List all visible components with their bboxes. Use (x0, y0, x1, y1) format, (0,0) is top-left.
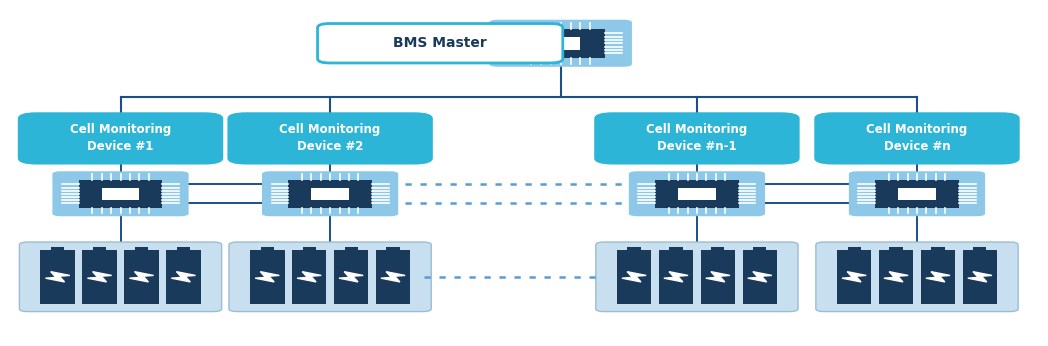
FancyBboxPatch shape (920, 250, 955, 304)
FancyBboxPatch shape (345, 247, 357, 250)
FancyBboxPatch shape (249, 250, 284, 304)
FancyBboxPatch shape (848, 247, 860, 250)
Polygon shape (842, 272, 867, 282)
FancyBboxPatch shape (228, 242, 431, 311)
Text: Cell Monitoring
Device #1: Cell Monitoring Device #1 (70, 124, 171, 153)
FancyBboxPatch shape (594, 112, 800, 165)
FancyBboxPatch shape (318, 24, 563, 63)
FancyBboxPatch shape (288, 180, 372, 208)
FancyBboxPatch shape (124, 250, 159, 304)
FancyBboxPatch shape (974, 247, 986, 250)
FancyBboxPatch shape (890, 247, 902, 250)
Polygon shape (925, 272, 951, 282)
FancyBboxPatch shape (51, 247, 64, 250)
FancyBboxPatch shape (303, 247, 315, 250)
FancyBboxPatch shape (849, 171, 985, 216)
Polygon shape (319, 156, 342, 164)
FancyBboxPatch shape (742, 250, 778, 304)
FancyBboxPatch shape (814, 112, 1020, 165)
FancyBboxPatch shape (166, 250, 200, 304)
FancyBboxPatch shape (629, 171, 765, 216)
FancyBboxPatch shape (102, 188, 139, 200)
Polygon shape (747, 272, 772, 282)
FancyBboxPatch shape (875, 180, 959, 208)
FancyBboxPatch shape (670, 247, 682, 250)
FancyBboxPatch shape (898, 188, 936, 200)
FancyBboxPatch shape (628, 247, 640, 250)
FancyBboxPatch shape (836, 250, 872, 304)
FancyBboxPatch shape (333, 250, 369, 304)
FancyBboxPatch shape (616, 250, 652, 304)
FancyBboxPatch shape (311, 188, 349, 200)
FancyBboxPatch shape (489, 20, 632, 67)
FancyBboxPatch shape (658, 250, 694, 304)
FancyBboxPatch shape (815, 242, 1019, 311)
Polygon shape (129, 272, 154, 282)
FancyBboxPatch shape (135, 247, 148, 250)
FancyBboxPatch shape (41, 250, 75, 304)
FancyBboxPatch shape (82, 250, 117, 304)
FancyBboxPatch shape (655, 180, 739, 208)
FancyBboxPatch shape (541, 37, 581, 50)
FancyBboxPatch shape (262, 171, 398, 216)
Polygon shape (255, 272, 280, 282)
FancyBboxPatch shape (18, 112, 223, 165)
FancyBboxPatch shape (261, 247, 274, 250)
Polygon shape (339, 272, 364, 282)
Polygon shape (663, 272, 689, 282)
FancyBboxPatch shape (678, 188, 716, 200)
Polygon shape (297, 272, 322, 282)
Polygon shape (905, 156, 929, 164)
Polygon shape (883, 272, 909, 282)
FancyBboxPatch shape (517, 29, 605, 58)
Polygon shape (967, 272, 992, 282)
Text: Cell Monitoring
Device #n: Cell Monitoring Device #n (867, 124, 967, 153)
FancyBboxPatch shape (700, 250, 736, 304)
Polygon shape (380, 272, 406, 282)
Text: BMS Master: BMS Master (393, 36, 487, 50)
Polygon shape (705, 272, 730, 282)
FancyBboxPatch shape (712, 247, 724, 250)
Polygon shape (621, 272, 647, 282)
FancyBboxPatch shape (932, 247, 944, 250)
FancyBboxPatch shape (375, 250, 410, 304)
FancyBboxPatch shape (227, 112, 433, 165)
FancyBboxPatch shape (878, 250, 914, 304)
FancyBboxPatch shape (754, 247, 766, 250)
FancyBboxPatch shape (93, 247, 106, 250)
FancyBboxPatch shape (79, 180, 162, 208)
Polygon shape (45, 272, 70, 282)
FancyBboxPatch shape (20, 242, 222, 311)
Text: Cell Monitoring
Device #n-1: Cell Monitoring Device #n-1 (647, 124, 747, 153)
FancyBboxPatch shape (595, 242, 799, 311)
FancyBboxPatch shape (962, 250, 998, 304)
Text: Cell Monitoring
Device #2: Cell Monitoring Device #2 (280, 124, 380, 153)
Polygon shape (685, 156, 708, 164)
FancyBboxPatch shape (291, 250, 327, 304)
Polygon shape (109, 156, 132, 164)
Polygon shape (87, 272, 112, 282)
FancyBboxPatch shape (387, 247, 399, 250)
FancyBboxPatch shape (177, 247, 190, 250)
FancyBboxPatch shape (52, 171, 189, 216)
Polygon shape (171, 272, 196, 282)
